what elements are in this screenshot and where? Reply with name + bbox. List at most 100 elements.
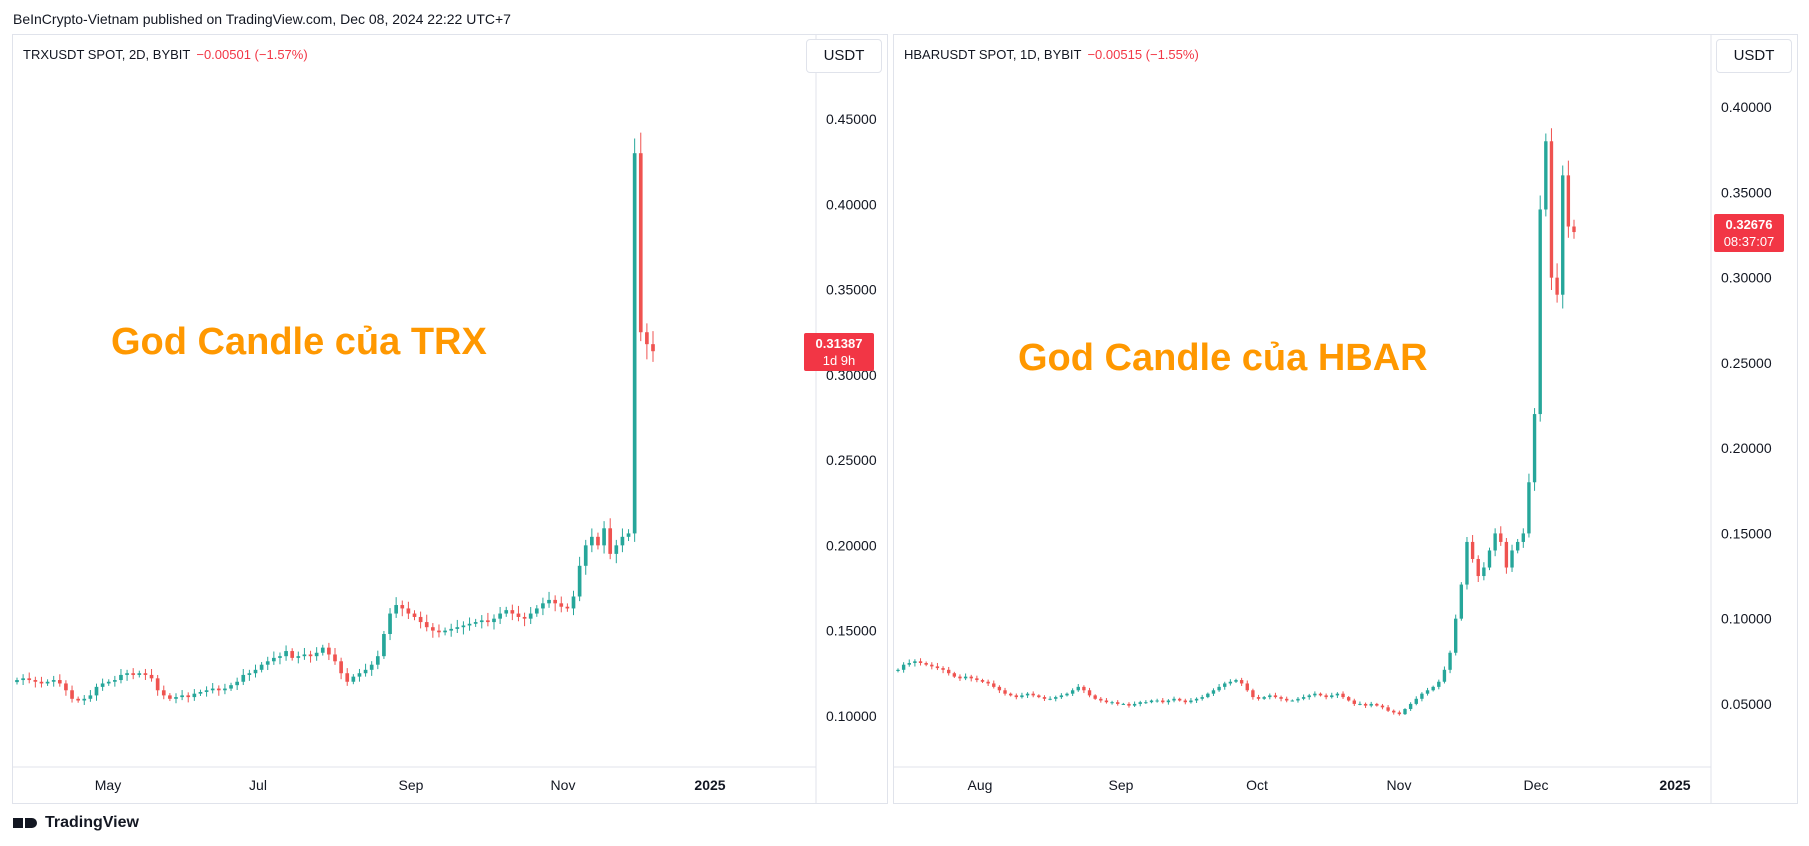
hbar-candle	[1054, 697, 1058, 699]
trx-candle	[290, 651, 295, 658]
hbar-candle	[1268, 695, 1272, 698]
trx-candle	[21, 678, 25, 681]
trx-candle	[424, 622, 429, 628]
hbar-candle	[1290, 700, 1295, 702]
hbar-candle	[1273, 695, 1278, 698]
hbar-candle	[1369, 703, 1373, 706]
hbar-candlestick-chart[interactable]: 0.40000 0.35000 0.30000 0.25000 0.20000 0.150…	[894, 35, 1797, 803]
hbar-candle	[1042, 697, 1047, 699]
trx-candle	[113, 680, 117, 682]
hbar-candle	[1465, 541, 1469, 585]
tradingview-footer[interactable]: TradingView	[13, 814, 139, 832]
trx-last-price-tag: 0.31387 1d 9h	[804, 333, 874, 372]
trx-y-tick: 0.45000	[826, 111, 877, 127]
trx-candle	[247, 673, 252, 675]
trx-candle	[443, 630, 447, 633]
trx-x-tick: Jul	[249, 777, 267, 793]
hbar-candle	[1116, 702, 1120, 704]
hbar-candle	[1138, 702, 1142, 704]
trx-candle	[473, 622, 478, 624]
hbar-candle	[1335, 693, 1340, 696]
trx-candle	[449, 628, 454, 631]
hbar-candle	[896, 669, 900, 672]
hbar-candle	[1093, 695, 1097, 699]
hbar-candle	[1031, 693, 1035, 696]
hbar-candle	[907, 662, 911, 665]
hbar-candle	[1515, 541, 1520, 551]
trx-candle	[229, 685, 233, 689]
trx-candle	[333, 654, 337, 662]
hbar-candle	[918, 661, 923, 663]
hbar-candle	[1538, 209, 1542, 415]
hbar-candle	[1301, 697, 1306, 699]
hbar-candle	[1420, 693, 1424, 699]
hbar-candle	[1324, 695, 1328, 698]
trx-x-tick: May	[95, 777, 121, 793]
hbar-candle	[1408, 703, 1413, 710]
trx-candle	[510, 610, 515, 614]
hbar-candle	[1200, 697, 1204, 699]
trx-currency-button[interactable]: USDT	[806, 39, 882, 73]
hbar-candle	[1234, 680, 1238, 682]
hbar-candle	[969, 676, 973, 679]
trx-candle	[412, 613, 417, 617]
hbar-change: −0.00515 (−1.55%)	[1087, 47, 1199, 62]
trx-candle	[351, 676, 356, 682]
trx-candle	[33, 680, 38, 682]
trx-x-tick: Nov	[551, 777, 576, 793]
hbar-candle	[1144, 702, 1148, 704]
trx-y-tick: 0.25000	[826, 452, 877, 468]
trx-candle	[418, 616, 423, 623]
hbar-candle	[1476, 558, 1480, 577]
hbar-candle	[1099, 698, 1103, 701]
trx-candle	[645, 332, 649, 345]
hbar-last-price: 0.32676	[1725, 217, 1773, 233]
trx-candle	[651, 344, 655, 352]
hbar-candle	[975, 678, 979, 681]
hbar-y-tick: 0.15000	[1721, 525, 1772, 541]
hbar-candle	[997, 686, 1002, 691]
hbar-chart-panel[interactable]: 0.40000 0.35000 0.30000 0.25000 0.20000 0.150…	[893, 34, 1798, 804]
hbar-candle	[1307, 695, 1311, 698]
trx-candle	[583, 545, 588, 566]
trx-candle	[431, 627, 435, 631]
footer-brand: TradingView	[45, 814, 139, 831]
trx-chart-panel[interactable]: 0.45000 0.40000 0.35000 0.30000 0.25000 0.200…	[12, 34, 888, 804]
hbar-currency-button[interactable]: USDT	[1716, 39, 1792, 73]
hbar-candle	[1155, 700, 1159, 702]
hbar-candle	[1403, 709, 1407, 715]
hbar-x-tick: Nov	[1387, 777, 1412, 793]
trx-candle	[27, 678, 32, 681]
trx-candle	[596, 536, 600, 546]
trx-candle	[400, 605, 405, 609]
hbar-symbol-line: HBARUSDT SPOT, 1D, BYBIT	[904, 47, 1082, 62]
hbar-candle	[935, 666, 940, 669]
trx-candle	[272, 657, 276, 662]
hbar-y-tick: 0.10000	[1721, 611, 1772, 627]
hbar-candle	[1065, 693, 1069, 696]
hbar-candle	[1087, 690, 1092, 696]
hbar-candle	[1279, 697, 1283, 699]
trx-annotation: God Candle của TRX	[111, 321, 487, 363]
trx-candle	[155, 678, 160, 691]
hbar-candle	[1363, 703, 1368, 706]
trx-candle	[608, 528, 613, 554]
trx-candle	[278, 656, 282, 658]
trx-candle	[284, 651, 288, 657]
hbar-candle	[1431, 686, 1435, 691]
hbar-candle	[1482, 567, 1486, 577]
trx-candle	[382, 634, 386, 657]
hbar-candle	[1256, 697, 1261, 699]
trx-candlestick-chart[interactable]: 0.450000.400000.350000.300000.250000.200…	[13, 35, 887, 803]
trx-candle	[125, 673, 129, 675]
hbar-candle	[901, 664, 906, 670]
hbar-candle	[1183, 700, 1187, 703]
hbar-candle	[1206, 693, 1210, 698]
hbar-candle	[963, 676, 968, 679]
trx-x-tick: Sep	[399, 777, 424, 793]
trx-candle	[467, 623, 472, 626]
hbar-candle	[1239, 680, 1244, 684]
trx-x-tick: 2025	[694, 777, 725, 793]
trx-y-tick: 0.20000	[826, 537, 877, 553]
hbar-candle	[1076, 686, 1080, 691]
